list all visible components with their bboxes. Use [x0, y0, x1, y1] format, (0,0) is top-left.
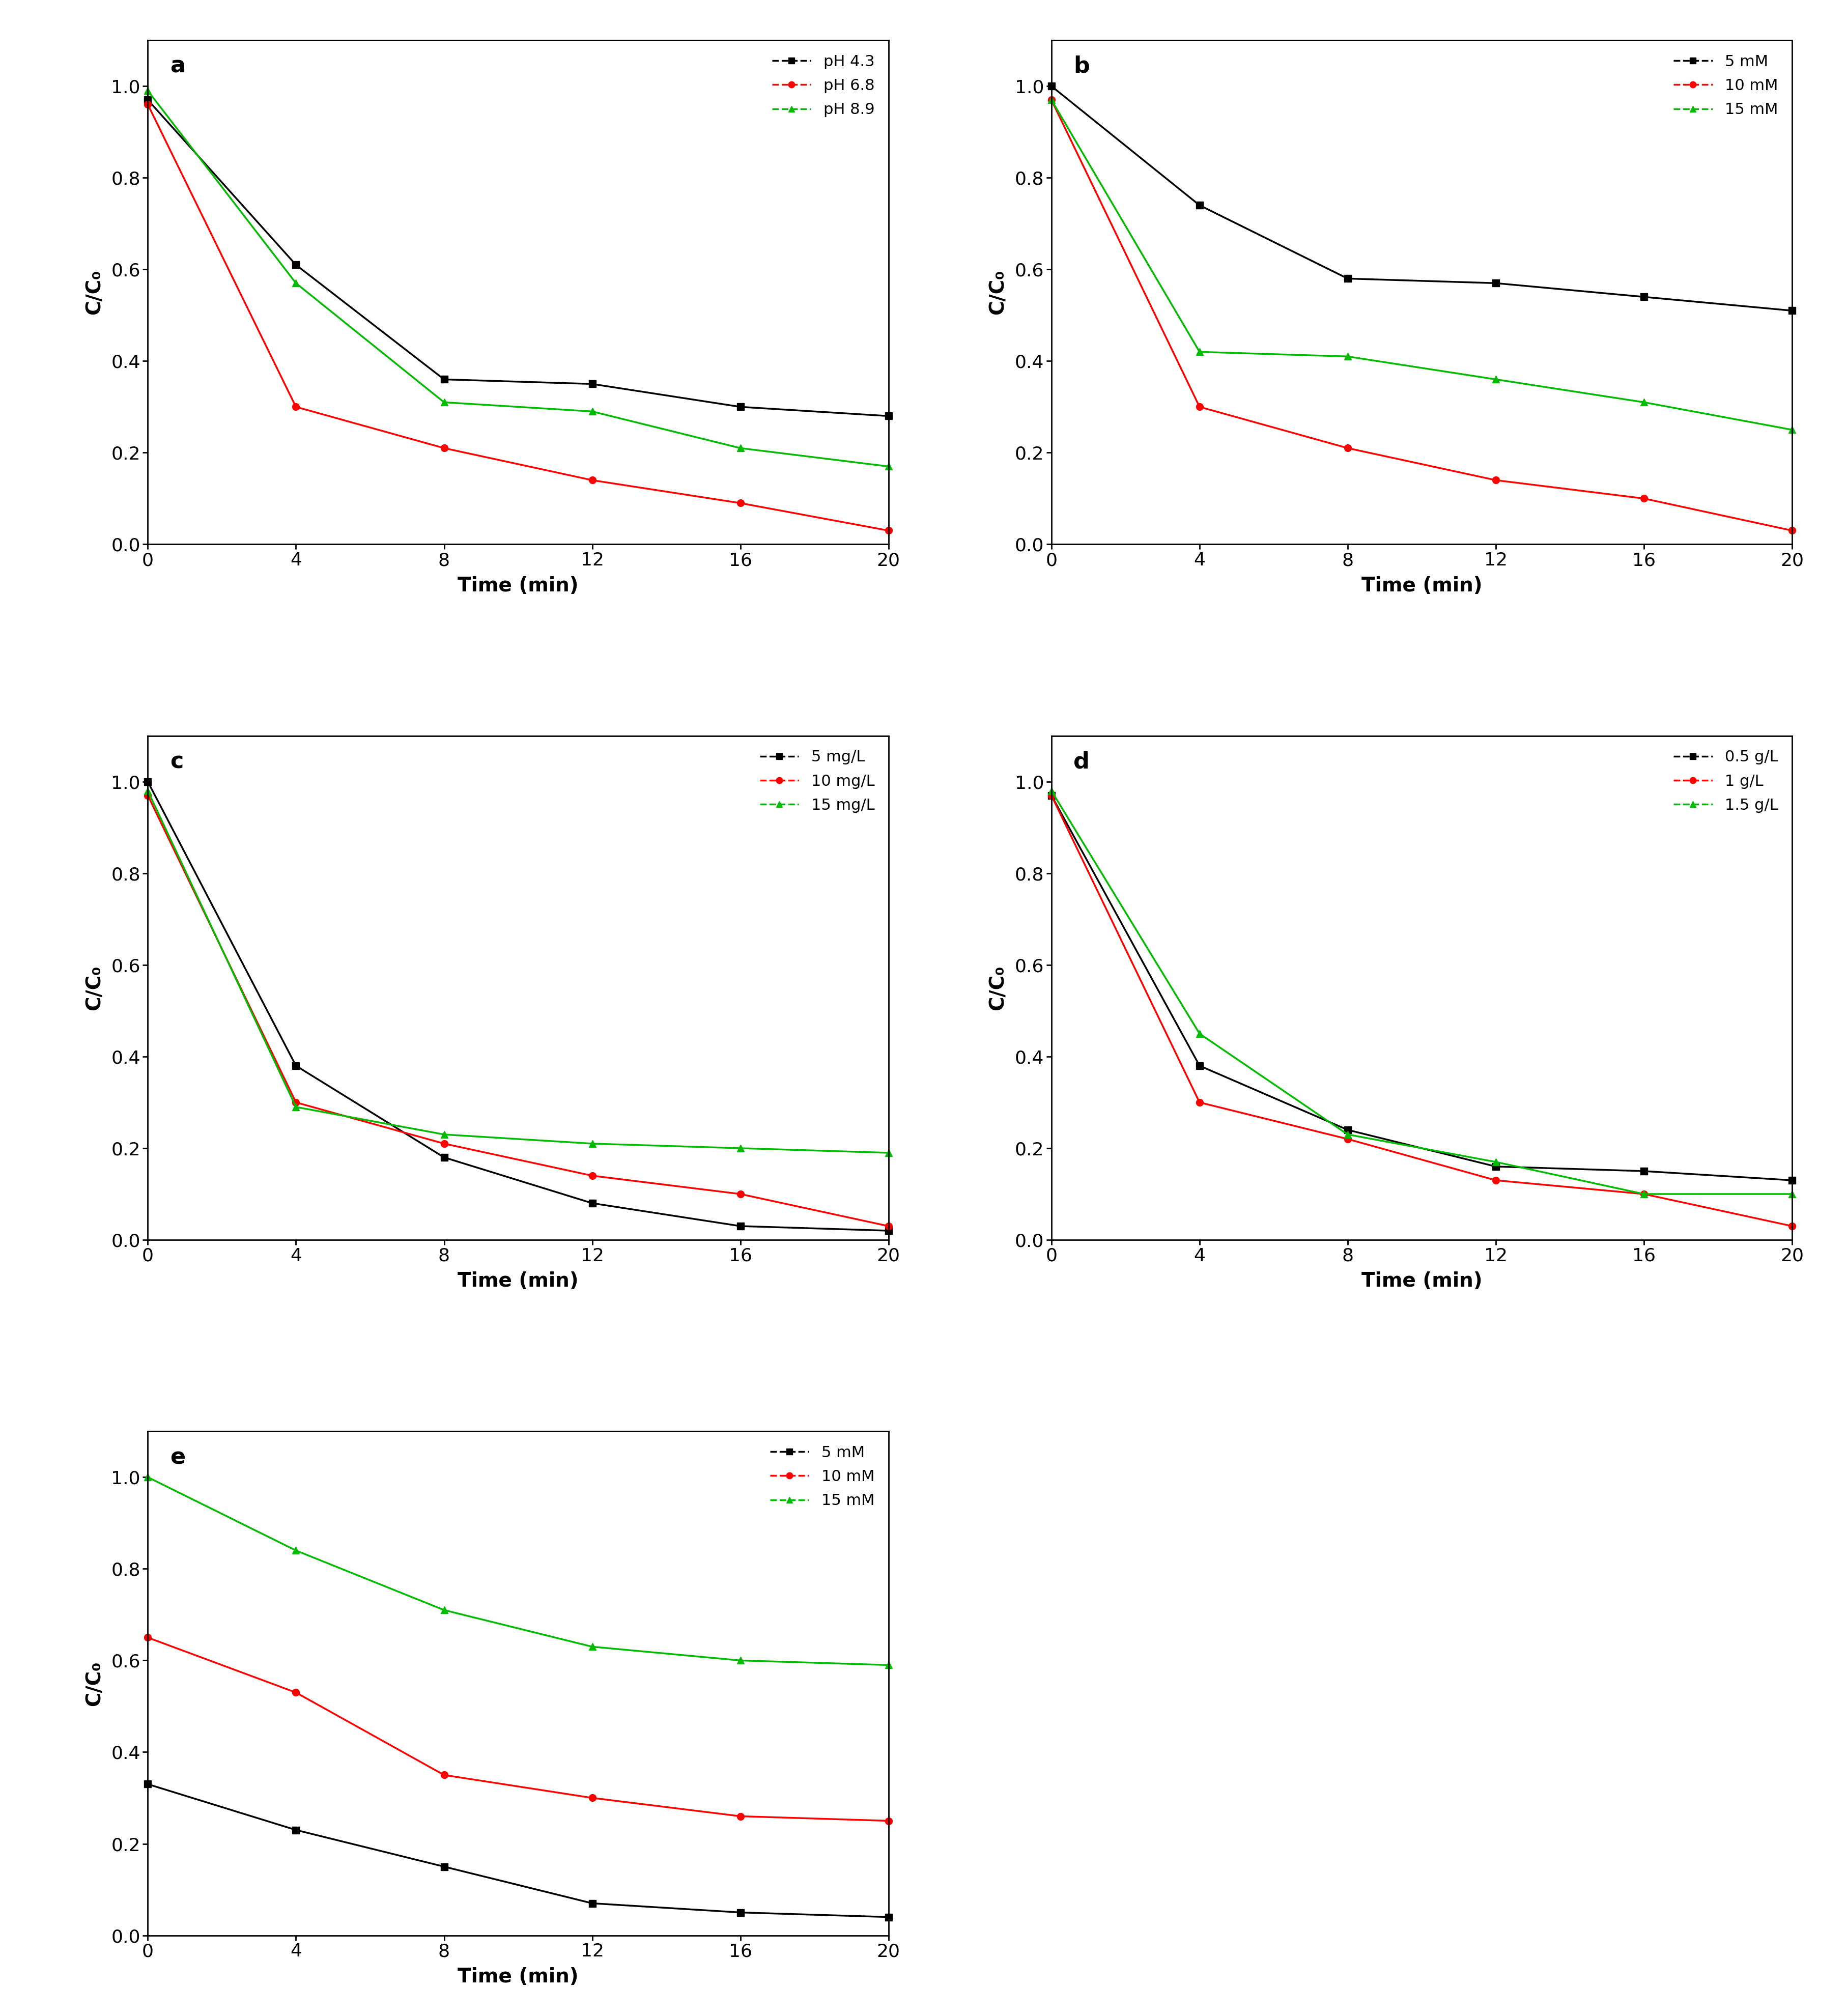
Text: a: a: [170, 56, 185, 77]
Legend: 5 mM, 10 mM, 15 mM: 5 mM, 10 mM, 15 mM: [1666, 48, 1784, 123]
Legend: pH 4.3, pH 6.8, pH 8.9: pH 4.3, pH 6.8, pH 8.9: [765, 48, 881, 123]
X-axis label: Time (min): Time (min): [458, 577, 578, 595]
Y-axis label: C/C₀: C/C₀: [85, 1661, 103, 1706]
Legend: 0.5 g/L, 1 g/L, 1.5 g/L: 0.5 g/L, 1 g/L, 1.5 g/L: [1666, 744, 1784, 818]
X-axis label: Time (min): Time (min): [1361, 577, 1481, 595]
Text: b: b: [1073, 56, 1090, 77]
X-axis label: Time (min): Time (min): [458, 1968, 578, 1986]
Text: c: c: [170, 750, 183, 772]
Text: d: d: [1073, 750, 1090, 772]
Text: e: e: [170, 1447, 185, 1468]
X-axis label: Time (min): Time (min): [458, 1272, 578, 1290]
Legend: 5 mg/L, 10 mg/L, 15 mg/L: 5 mg/L, 10 mg/L, 15 mg/L: [754, 744, 881, 818]
Y-axis label: C/C₀: C/C₀: [85, 270, 103, 314]
Y-axis label: C/C₀: C/C₀: [85, 966, 103, 1010]
X-axis label: Time (min): Time (min): [1361, 1272, 1481, 1290]
Y-axis label: C/C₀: C/C₀: [988, 966, 1007, 1010]
Legend: 5 mM, 10 mM, 15 mM: 5 mM, 10 mM, 15 mM: [763, 1439, 881, 1514]
Y-axis label: C/C₀: C/C₀: [988, 270, 1007, 314]
